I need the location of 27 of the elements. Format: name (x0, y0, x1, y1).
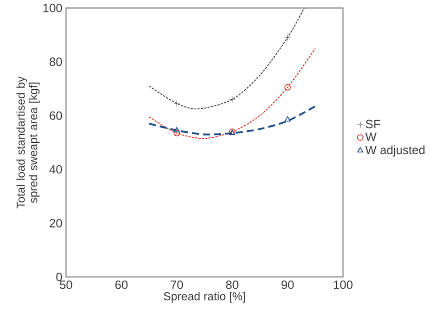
point (174, 126, 180, 132)
point (174, 100, 180, 107)
point (228, 96, 236, 103)
legend-label: W adjusted (365, 145, 424, 157)
x-tick-label: 60 (115, 280, 128, 290)
line-series (148, 48, 316, 139)
y-tick-label: 60 (50, 111, 62, 120)
line-series (148, 105, 316, 136)
y-axis-title: Total load standartised by spred sweapt area [kgf] (16, 76, 40, 208)
x-tick-label: 70 (170, 280, 184, 290)
y-tick-label: 100 (43, 4, 62, 12)
legend-label: SF (366, 120, 380, 128)
x-tick-label: 90 (281, 280, 294, 290)
x-tick-label: 100 (334, 280, 353, 290)
x-axis-title: Spread ratio [%] (164, 292, 245, 303)
line-series (148, 8, 305, 110)
y-tick-label: 80 (50, 58, 62, 66)
x-tick-label: 80 (226, 280, 238, 290)
y-tick-label: 0 (56, 272, 62, 282)
y-tick-label: 20 (50, 218, 62, 228)
x-tick-label: 50 (60, 280, 72, 290)
point (284, 84, 291, 91)
point (174, 130, 180, 136)
y-tick-label: 40 (49, 165, 62, 174)
legend-label: W (365, 132, 377, 141)
point (284, 34, 291, 41)
point (284, 116, 291, 122)
